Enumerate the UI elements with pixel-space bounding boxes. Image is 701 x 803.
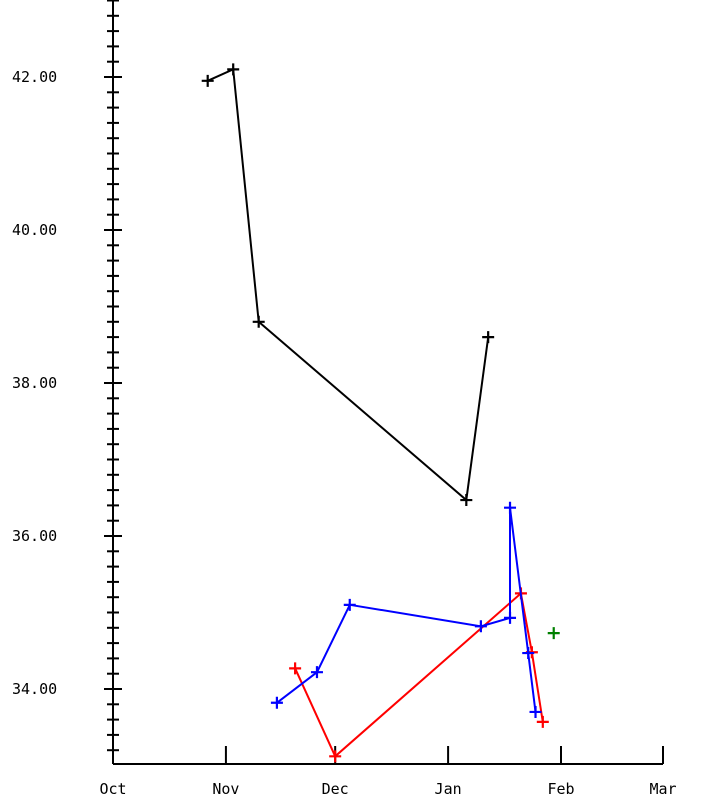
series-0 (201, 63, 495, 507)
data-point-marker (227, 63, 240, 76)
x-tick-label: Nov (212, 780, 239, 798)
data-point-marker (343, 598, 356, 611)
data-point-marker (310, 666, 323, 679)
data-point-marker (289, 662, 302, 675)
data-point-marker (529, 705, 542, 718)
series-line (207, 67, 490, 502)
x-tick-label: Jan (435, 780, 462, 798)
data-point-marker (252, 315, 265, 328)
y-tick-label: 40.00 (12, 221, 57, 239)
data-point-marker (504, 501, 517, 514)
y-tick-label: 42.00 (12, 68, 57, 86)
data-point-marker (474, 620, 487, 633)
x-tick-label: Feb (547, 780, 574, 798)
data-point-marker (482, 331, 495, 344)
y-tick-label: 38.00 (12, 374, 57, 392)
data-point-marker (270, 696, 283, 709)
data-point-marker (460, 494, 473, 507)
x-axis: Oct Nov Dec Jan Feb Mar (99, 746, 677, 798)
x-tick-label: Oct (99, 780, 126, 798)
data-point-marker (504, 611, 517, 624)
x-tick-label: Mar (649, 780, 676, 798)
y-tick-label: 36.00 (12, 527, 57, 545)
data-point-marker (547, 627, 560, 640)
data-point-marker (522, 647, 535, 660)
series-layer (201, 63, 560, 763)
y-tick-label: 34.00 (12, 680, 57, 698)
series-2 (270, 501, 542, 718)
data-point-marker (536, 715, 549, 728)
x-tick-label: Dec (322, 780, 349, 798)
data-point-marker (201, 74, 214, 87)
y-axis: 34.00 36.00 38.00 40.00 42.00 (12, 0, 122, 764)
series-3 (547, 627, 560, 640)
data-point-marker (329, 750, 342, 763)
series-line (276, 507, 537, 713)
